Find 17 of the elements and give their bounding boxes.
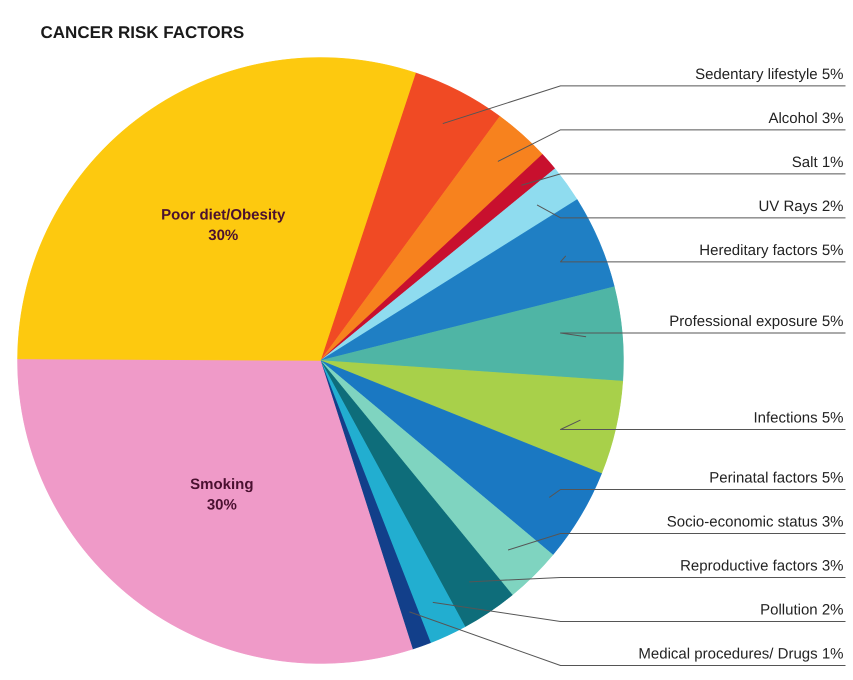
slice-label: Reproductive factors 3% [680, 558, 844, 574]
slice-label: Socio-economic status 3% [666, 514, 844, 530]
slice-label: Sedentary lifestyle 5% [695, 66, 844, 83]
slice-label: Alcohol 3% [768, 110, 844, 127]
data-label: 30% [206, 496, 237, 514]
slice-label: UV Rays 2% [758, 198, 844, 215]
slice-label: Pollution 2% [760, 602, 844, 618]
slice-label: Smoking [190, 476, 254, 494]
chart-title: CANCER RISK FACTORS [40, 23, 244, 42]
slice-label: Poor diet/Obesity [161, 206, 286, 224]
slice-label: Hereditary factors 5% [699, 242, 844, 259]
slice-label: Medical procedures/ Drugs 1% [638, 646, 844, 662]
slice-label: Infections 5% [753, 410, 844, 426]
slice-label: Perinatal factors 5% [709, 470, 844, 486]
slice-label: Professional exposure 5% [669, 313, 844, 330]
slice-label: Salt 1% [792, 154, 844, 171]
data-label: 30% [208, 226, 238, 244]
